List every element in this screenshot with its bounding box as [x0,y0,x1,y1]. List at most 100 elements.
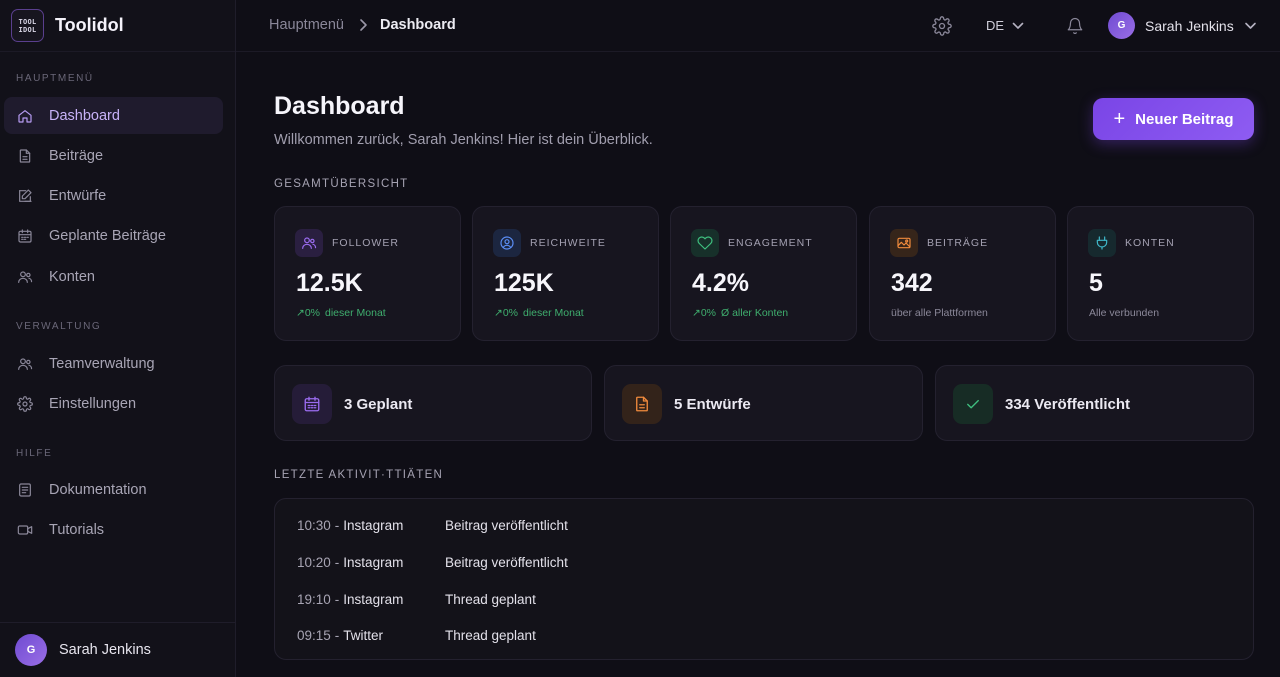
trend-value: 0% [700,307,716,319]
sidebar-item-label: Konten [49,268,95,285]
calendar-icon [17,228,33,244]
trend-value: 0% [304,307,320,319]
language-value: DE [986,18,1005,33]
trend-period: Ø aller Konten [721,307,789,319]
stat-value: 125K [494,269,554,297]
edit-icon [17,188,33,204]
new-post-button-label: Neuer Beitrag [1135,110,1234,128]
user-menu[interactable]: G Sarah Jenkins [1108,12,1257,39]
trend-value: 0% [502,307,518,319]
logo-text-bottom: IDOL [18,25,37,34]
section-label-hauptmenu: HAUPTMENÜ [16,73,94,84]
activity-row: 19:10 - Instagram Thread geplant [297,589,536,609]
section-label-hilfe: HILFE [16,448,53,459]
status-card-scheduled[interactable]: 3 Geplant [274,365,592,441]
stat-card-followers: FOLLOWER 12.5K ↗ 0% dieser Monat [274,206,461,341]
activity-platform: Instagram [343,554,404,570]
trend-up-icon: ↗ [296,307,305,319]
sidebar: TOOL IDOL Toolidol HAUPTMENÜ Dashboard B… [0,0,236,677]
calendar-icon [292,384,332,424]
sidebar-item-konten[interactable]: Konten [4,258,223,295]
avatar: G [15,634,47,666]
activity-platform: Instagram [343,591,404,607]
stat-card-reach: REICHWEITE 125K ↗ 0% dieser Monat [472,206,659,341]
sidebar-item-label: Dashboard [49,107,120,124]
status-label: 5 Entwürfe [674,396,751,413]
activity-separator: - [334,554,340,570]
book-icon [17,482,33,498]
team-icon [17,356,33,372]
activity-action: Thread geplant [445,591,536,607]
breadcrumb: Hauptmenü Dashboard [269,17,456,33]
activity-time: 10:20 [297,554,331,570]
topbar: Hauptmenü Dashboard DE G Sarah Jenkins [236,0,1280,52]
sidebar-item-label: Einstellungen [49,395,137,412]
activity-row: 10:30 - Instagram Beitrag veröffentlicht [297,515,568,535]
sidebar-item-tutorials[interactable]: Tutorials [4,511,223,548]
sidebar-item-label: Geplante Beiträge [49,227,166,244]
status-label: 3 Geplant [344,396,413,413]
language-select[interactable]: DE [986,18,1024,33]
breadcrumb-parent[interactable]: Hauptmenü [269,17,344,33]
sidebar-item-dashboard[interactable]: Dashboard [4,97,223,134]
chevron-down-icon [1244,22,1256,29]
stat-label: REICHWEITE [530,237,606,249]
page-subtitle: Willkommen zurück, Sarah Jenkins! Hier i… [274,132,653,148]
chevron-down-icon [1012,22,1024,29]
activity-action: Thread geplant [445,627,536,643]
plug-icon [1088,229,1116,257]
stat-value: 5 [1089,269,1103,297]
main-content: Dashboard Willkommen zurück, Sarah Jenki… [236,53,1280,677]
activity-separator: - [334,591,340,607]
page-title: Dashboard [274,92,405,120]
notifications-bell-icon[interactable] [1066,16,1084,36]
sidebar-item-einstellungen[interactable]: Einstellungen [4,385,223,422]
stat-card-engagement: ENGAGEMENT 4.2% ↗ 0% Ø aller Konten [670,206,857,341]
stat-trend: ↗ 0% dieser Monat [296,307,386,319]
document-icon [17,148,33,164]
sidebar-item-geplante-beitraege[interactable]: Geplante Beiträge [4,217,223,254]
heart-icon [691,229,719,257]
activity-separator: - [334,627,340,643]
trend-up-icon: ↗ [692,307,701,319]
sidebar-user[interactable]: G Sarah Jenkins [0,622,236,677]
activity-platform: Instagram [343,517,404,533]
stat-sub: Alle verbunden [1089,307,1160,319]
reach-icon [493,229,521,257]
sidebar-item-label: Dokumentation [49,481,147,498]
stat-trend: ↗ 0% Ø aller Konten [692,307,788,319]
stat-label: ENGAGEMENT [728,237,813,249]
stat-value: 342 [891,269,933,297]
status-card-published[interactable]: 334 Veröffentlicht [935,365,1254,441]
sidebar-item-label: Beiträge [49,147,104,164]
sidebar-item-teamverwaltung[interactable]: Teamverwaltung [4,345,223,382]
check-icon [953,384,993,424]
activity-section-label: LETZTE AKTIVIT·TTIÄTEN [274,469,444,481]
stat-card-accounts: KONTEN 5 Alle verbunden [1067,206,1254,341]
sidebar-item-label: Teamverwaltung [49,355,155,372]
stat-value: 4.2% [692,269,749,297]
activity-action: Beitrag veröffentlicht [445,554,568,570]
sidebar-item-dokumentation[interactable]: Dokumentation [4,471,223,508]
followers-icon [295,229,323,257]
stat-sub: über alle Plattformen [891,307,988,319]
activity-time: 10:30 [297,517,331,533]
sidebar-item-beitraege[interactable]: Beiträge [4,137,223,174]
activity-list: 10:30 - Instagram Beitrag veröffentlicht… [274,498,1254,660]
status-card-drafts[interactable]: 5 Entwürfe [604,365,923,441]
new-post-button[interactable]: + Neuer Beitrag [1093,98,1254,140]
section-label-verwaltung: VERWALTUNG [16,321,102,332]
settings-gear-icon[interactable] [932,16,952,36]
activity-platform: Twitter [343,627,384,643]
document-icon [622,384,662,424]
sidebar-item-entwuerfe[interactable]: Entwürfe [4,177,223,214]
sidebar-item-label: Entwürfe [49,187,107,204]
chevron-right-icon [357,18,369,32]
video-icon [17,522,33,538]
avatar: G [1108,12,1135,39]
brand[interactable]: TOOL IDOL Toolidol [0,0,235,52]
activity-separator: - [334,517,340,533]
activity-time: 19:10 [297,591,331,607]
plus-icon: + [1113,108,1126,130]
stat-label: KONTEN [1125,237,1175,249]
